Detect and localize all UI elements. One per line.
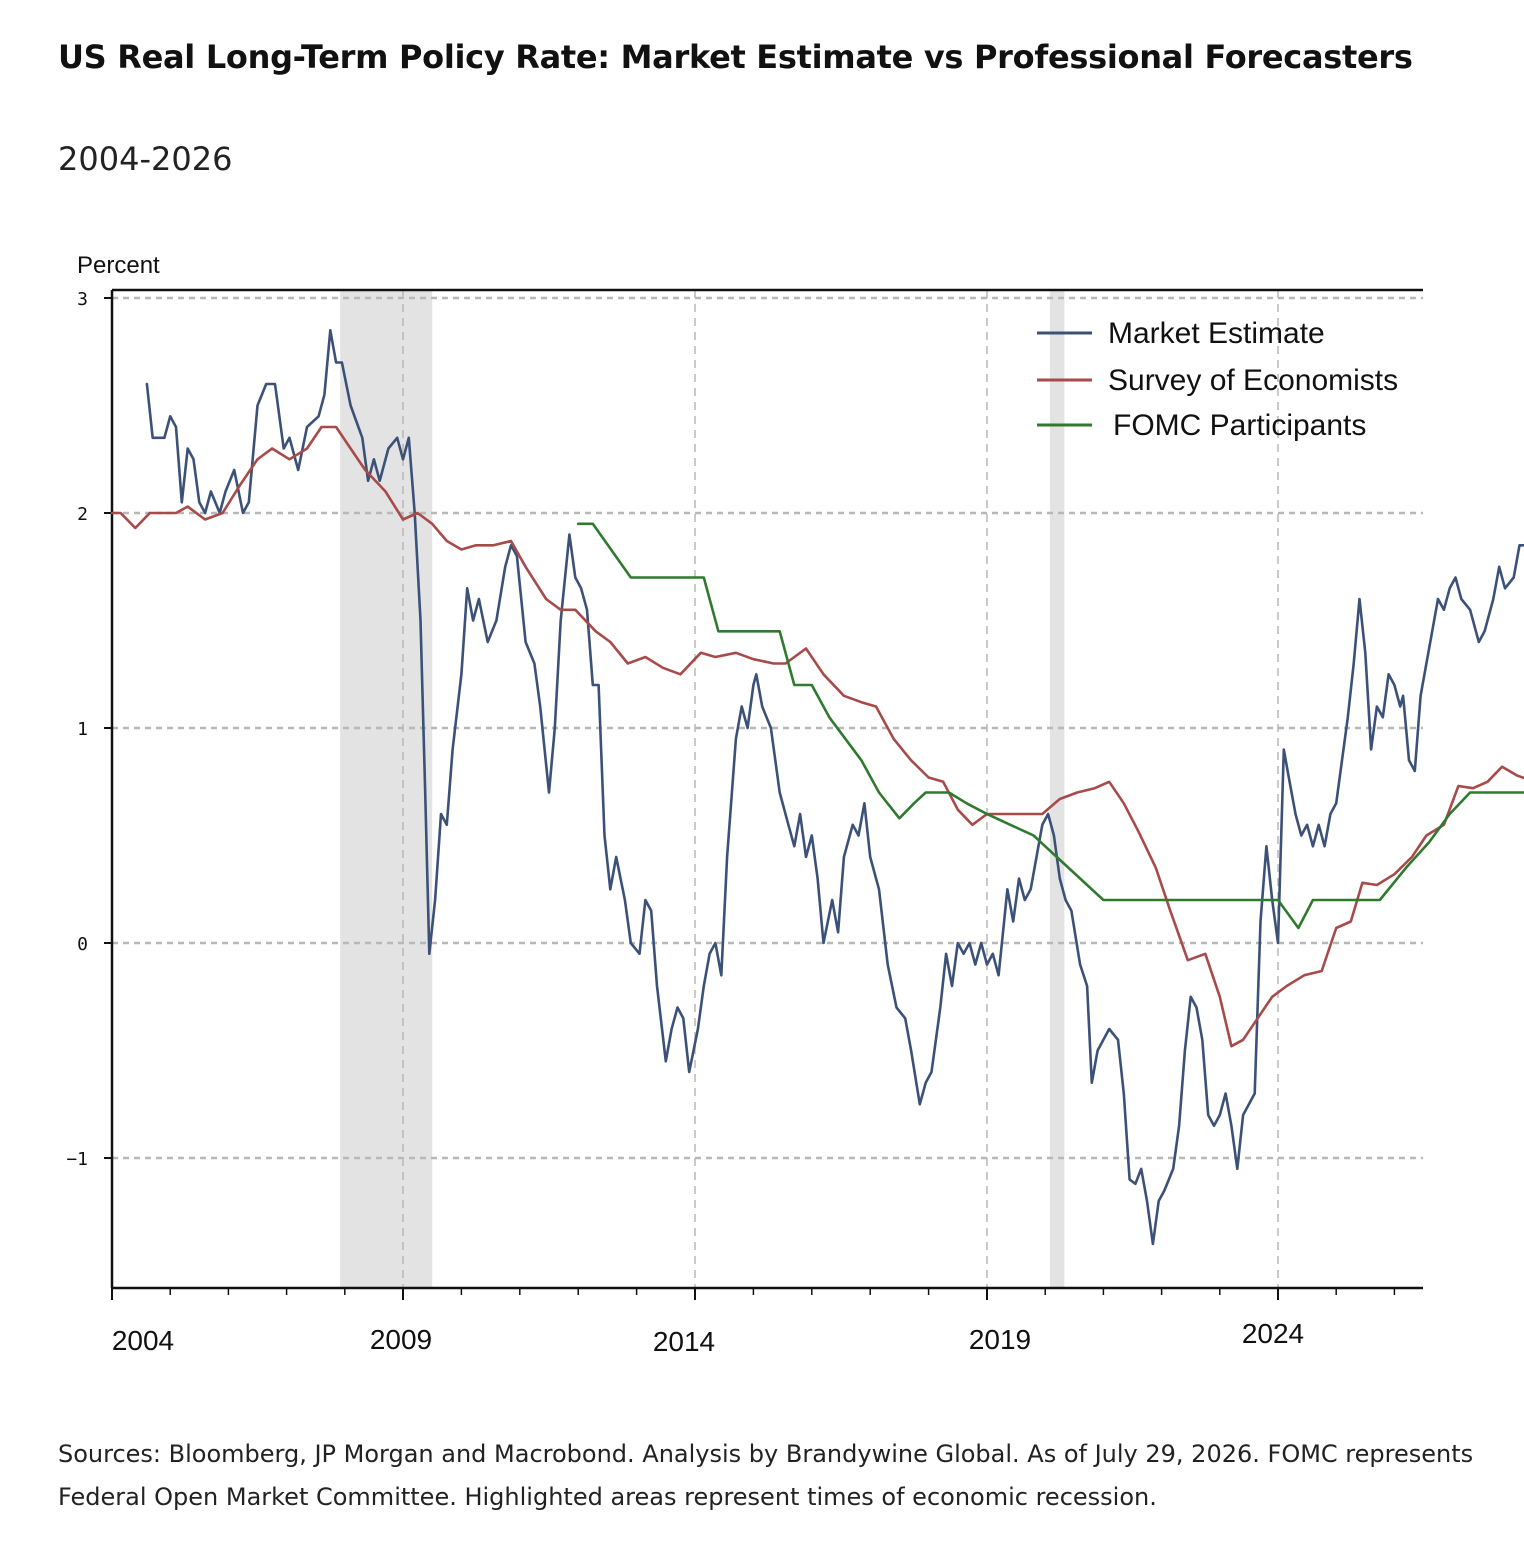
series-line-fomc-participants (576, 522, 1524, 930)
recession-band-0 (340, 290, 433, 1288)
chart-title: US Real Long-Term Policy Rate: Market Es… (58, 38, 1413, 76)
legend: Market Estimate Survey of Economists FOMC … (1037, 317, 1398, 442)
y-tick-label-1: 2 (77, 504, 88, 525)
x-tick-label-3: 2019 (969, 1324, 1031, 1355)
line-chart: 2004 2009 2014 2019 2024 3 2 1 0 −1 Percent Marke… (66, 252, 1524, 1357)
legend-label-0: Market Estimate (1108, 317, 1325, 350)
x-tick-label-2: 2014 (653, 1326, 715, 1357)
series-line-market-estimate (145, 329, 1524, 1246)
y-axis-label: Percent (77, 252, 160, 279)
y-tick-label-3: 0 (77, 934, 88, 955)
y-tick-label-2: 1 (77, 719, 88, 740)
legend-label-2: FOMC Participants (1113, 409, 1366, 442)
axes: 2004 2009 2014 2019 2024 3 2 1 0 −1 (66, 288, 1423, 1357)
source-note: Sources: Bloomberg, JP Morgan and Macrob… (58, 1440, 1474, 1511)
recession-band-1 (1049, 290, 1065, 1288)
x-tick-label-0: 2004 (112, 1325, 174, 1356)
series-lines (110, 329, 1524, 1246)
chart-subtitle: 2004-2026 (58, 140, 233, 178)
series-line-survey-of-economists (110, 425, 1524, 1048)
y-tick-label-0: 3 (77, 289, 88, 310)
x-tick-label-4: 2024 (1242, 1318, 1304, 1349)
legend-label-1: Survey of Economists (1108, 364, 1398, 397)
x-tick-label-1: 2009 (370, 1324, 432, 1355)
y-tick-label-4: −1 (66, 1149, 88, 1170)
